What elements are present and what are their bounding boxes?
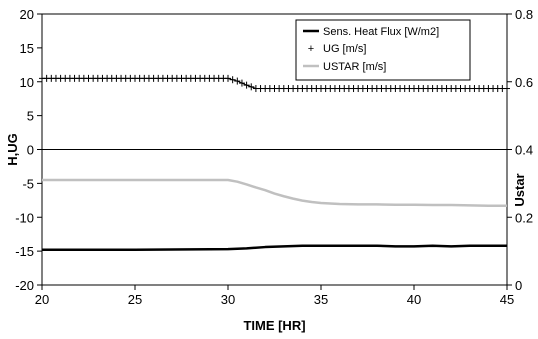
x-tick-label: 20: [35, 292, 49, 307]
y-axis-title-left: H,UG: [5, 133, 20, 166]
y-left-tick-label: -5: [22, 176, 34, 191]
series-markers-ug: [39, 74, 510, 93]
y-left-tick-label: -10: [15, 210, 34, 225]
y-left-tick-label: 15: [20, 41, 34, 56]
legend-label-ustar: USTAR [m/s]: [323, 61, 386, 73]
y-right-tick-label: 0.8: [515, 7, 533, 22]
y-right-tick-label: 0.2: [515, 210, 533, 225]
y-left-tick-label: -15: [15, 244, 34, 259]
x-tick-label: 30: [221, 292, 235, 307]
y-left-tick-label: 20: [20, 7, 34, 22]
y-right-tick-label: 0.4: [515, 143, 533, 158]
legend-box: [295, 19, 471, 81]
x-axis-title: TIME [HR]: [243, 318, 305, 333]
y-left-tick-label: 0: [27, 143, 34, 158]
x-tick-label: 45: [500, 292, 514, 307]
legend-label-heat-flux: Sens. Heat Flux [W/m2]: [323, 26, 439, 38]
y-left-tick-label: 5: [27, 109, 34, 124]
series-line-heat-flux: [42, 244, 507, 252]
y-left-tick-label: 10: [20, 75, 34, 90]
legend-label-ug: UG [m/s]: [323, 43, 366, 55]
axis-layer: 20 25 30 35 40 45 -20 -15 -10 -5 0 5 10 15 20 0 0.2 0.4 0.…: [15, 7, 533, 307]
y-right-tick-label: 0: [515, 278, 522, 293]
series-layer: [39, 74, 510, 252]
series-line-ustar: [42, 178, 507, 207]
y-left-tick-label: -20: [15, 278, 34, 293]
x-tick-label: 40: [407, 292, 421, 307]
legend: Sens. Heat Flux [W/m2] + UG [m/s] USTAR …: [295, 19, 471, 81]
y-right-tick-label: 0.6: [515, 75, 533, 90]
x-tick-label: 25: [128, 292, 142, 307]
x-tick-label: 35: [314, 292, 328, 307]
legend-swatch-ug: +: [308, 43, 314, 55]
y-axis-title-right: Ustar: [512, 173, 527, 206]
